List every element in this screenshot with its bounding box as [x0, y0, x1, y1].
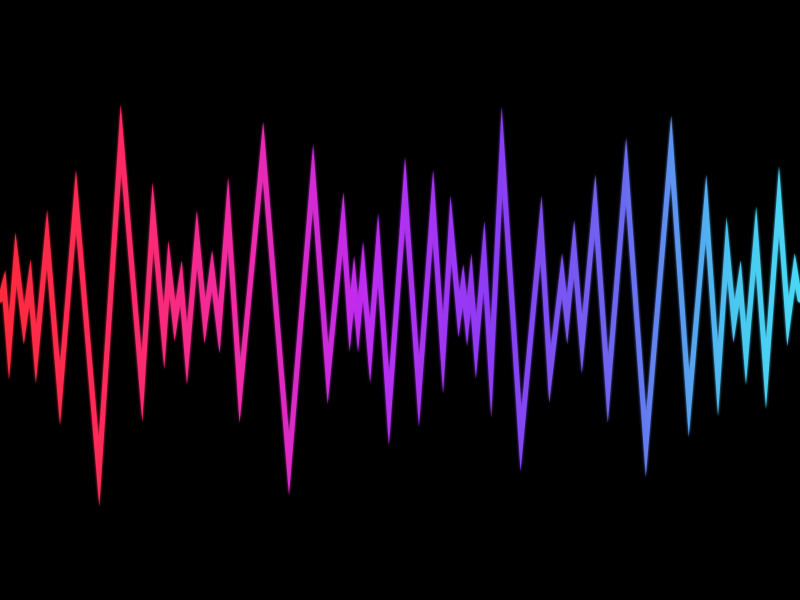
waveform-line: [0, 104, 800, 507]
